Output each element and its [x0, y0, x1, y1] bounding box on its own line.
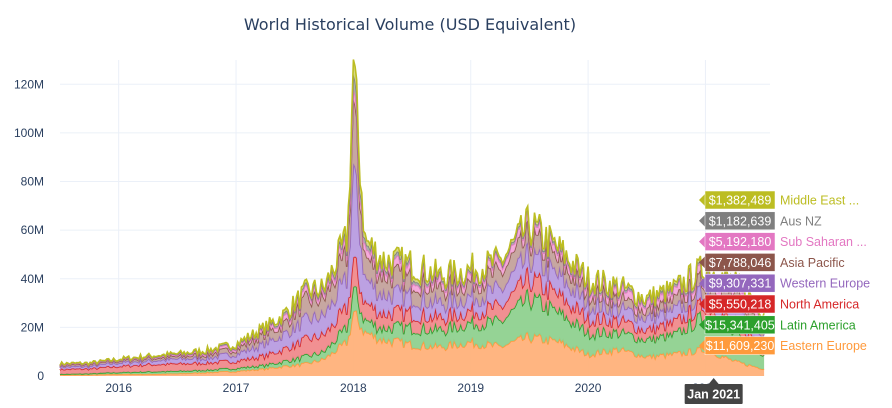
y-tick-label: 60M [21, 223, 44, 237]
hover-value: $9,307,331 [709, 277, 772, 291]
hover-value-box [704, 253, 776, 272]
hover-value-box [704, 273, 776, 293]
x-tick-label: 2016 [105, 381, 132, 395]
x-axis: 201620172018201920202021 [105, 381, 719, 395]
hover-series-name: Aus NZ [780, 214, 822, 228]
x-hover-text: Jan 2021 [687, 388, 740, 402]
plot-area[interactable] [59, 59, 765, 377]
hover-value-box [704, 211, 776, 231]
hover-value: $15,341,405 [705, 318, 775, 332]
hover-value: $5,192,180 [709, 235, 772, 249]
series-line [59, 59, 765, 367]
hover-series-name: Asia Pacific [780, 256, 845, 270]
hover-label: $1,182,639 Aus NZ [699, 211, 822, 231]
y-axis: 0 20M 40M 60M 80M 100M 120M [14, 77, 44, 383]
hover-value-box [704, 232, 776, 251]
chart-title: World Historical Volume (USD Equivalent) [244, 15, 576, 34]
hover-value-box [704, 190, 776, 210]
hover-series-name: North America [780, 298, 859, 312]
hover-label: $9,307,331 Western Europe [699, 273, 870, 293]
hover-value-box [704, 294, 776, 314]
y-tick-label: 0 [37, 369, 44, 383]
x-tick-label: 2017 [223, 381, 250, 395]
hover-label: $15,341,405 Latin America [699, 315, 856, 335]
y-tick-label: 120M [14, 77, 44, 91]
hover-value-box [704, 336, 776, 355]
hover-series-name: Western Europe [780, 277, 870, 291]
hover-value-box [704, 315, 776, 335]
hover-value: $1,382,489 [709, 194, 772, 208]
hover-value: $5,550,218 [709, 298, 772, 312]
hover-series-name: Latin America [780, 318, 856, 332]
hover-value: $7,788,046 [709, 256, 772, 270]
hover-label: $1,382,489 Middle East ... [699, 190, 859, 210]
hover-label: $7,788,046 Asia Pacific [699, 253, 845, 272]
x-tick-label: 2020 [575, 381, 602, 395]
x-hover-label: Jan 2021 [684, 378, 743, 404]
hover-label: $5,192,180 Sub Saharan ... [699, 232, 867, 251]
y-tick-label: 100M [14, 126, 44, 140]
y-tick-label: 80M [21, 175, 44, 189]
hover-label: $5,550,218 North America [699, 294, 859, 314]
hover-value: $11,609,230 [706, 339, 775, 353]
x-tick-label: 2019 [457, 381, 484, 395]
hover-series-name: Sub Saharan ... [780, 235, 867, 249]
gridlines [60, 60, 770, 376]
area-latin-america[interactable] [60, 286, 765, 375]
hover-series-name: Middle East ... [780, 194, 859, 208]
hover-series-name: Eastern Europe [780, 339, 867, 353]
area-eastern-europe[interactable] [60, 310, 765, 376]
hover-value: $1,182,639 [709, 214, 772, 228]
hover-label: $11,609,230 Eastern Europe [699, 336, 867, 355]
hover-labels: $11,609,230 Eastern Europe $15,341,405 Lati… [699, 190, 870, 355]
x-tick-label: 2018 [340, 381, 367, 395]
y-tick-label: 20M [21, 320, 44, 334]
y-tick-label: 40M [21, 272, 44, 286]
